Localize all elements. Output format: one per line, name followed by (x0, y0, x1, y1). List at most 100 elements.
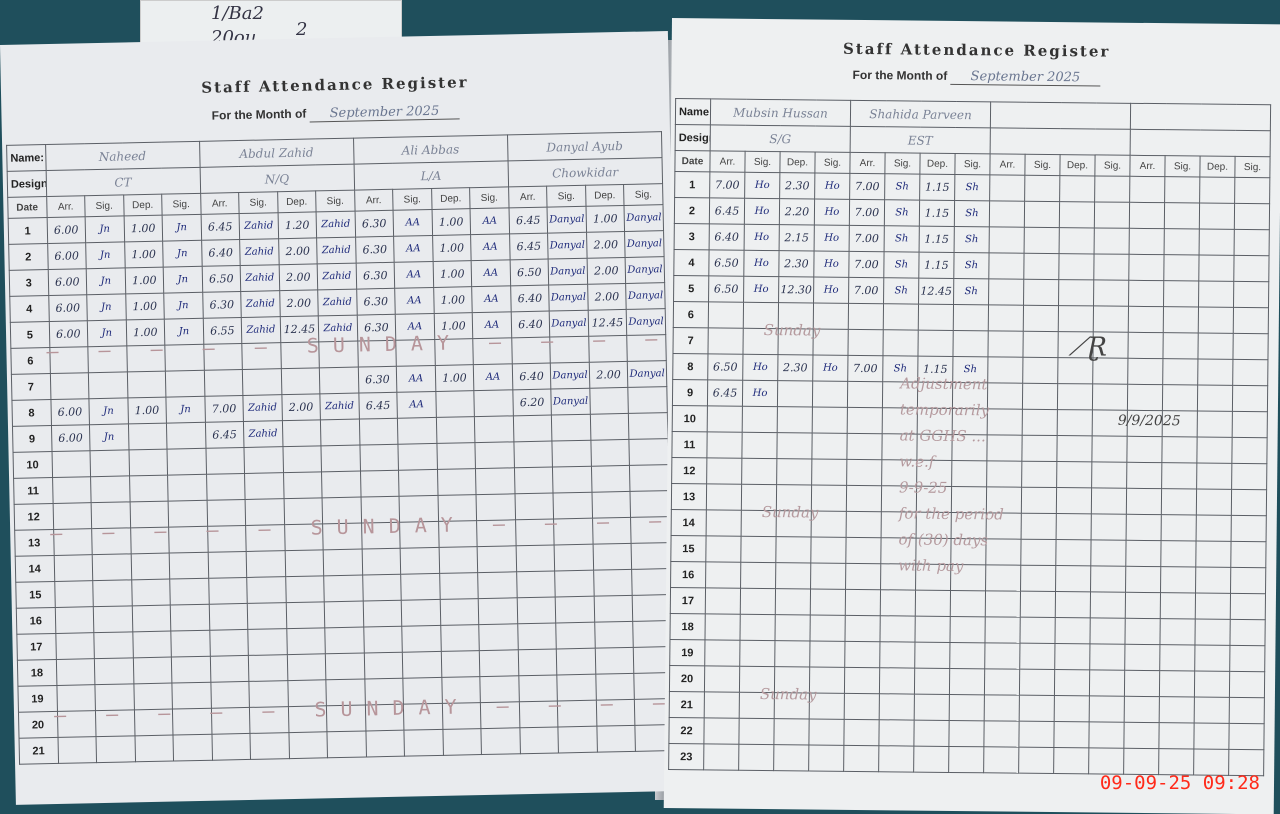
signature-cell (949, 694, 985, 721)
signature-cell: Jn (86, 293, 126, 321)
signature-cell (879, 615, 916, 643)
note-line: with pay (898, 556, 964, 576)
time-cell (1056, 487, 1092, 514)
signature-cell (950, 590, 986, 617)
signature-cell (1090, 539, 1127, 567)
time-cell: 2.00 (281, 393, 321, 421)
time-cell (590, 413, 630, 441)
time-cell: 1.00 (433, 286, 473, 314)
staff-name: Danyal Ayub (507, 131, 663, 161)
signature-cell: Danyal (547, 232, 587, 260)
signature-cell (92, 553, 132, 581)
time-cell (1124, 618, 1161, 645)
signature-cell: Danyal (548, 284, 588, 312)
time-cell (1129, 228, 1165, 255)
time-cell (1057, 409, 1093, 436)
time-cell (1194, 619, 1231, 646)
month-label: For the Month of (211, 106, 307, 123)
signature-cell (1022, 357, 1058, 384)
signature-cell (1089, 617, 1126, 645)
staff-designation: CT (45, 167, 201, 197)
signature-cell: AA (470, 233, 510, 261)
signature-cell: Ho (744, 198, 780, 225)
signature-cell: Danyal (550, 362, 590, 390)
time-cell (989, 174, 1025, 202)
signature-cell: AA (396, 365, 436, 393)
time-cell: 2.15 (779, 224, 815, 252)
time-cell (361, 548, 401, 576)
signature-cell: Sh (884, 199, 920, 227)
date-cell: 8 (672, 353, 708, 380)
time-cell (285, 601, 325, 629)
time-cell: 7.00 (849, 225, 885, 252)
time-cell (514, 467, 554, 494)
signature-cell (552, 466, 592, 494)
column-header: Arr. (709, 150, 746, 173)
time-cell (517, 648, 558, 676)
staff-designation: Chowkidar (507, 157, 663, 187)
time-cell: 1.00 (125, 293, 165, 320)
column-header: Dep. (431, 187, 471, 210)
signature-cell (1163, 280, 1199, 308)
signature-cell (475, 441, 515, 469)
time-cell: 12.45 (918, 278, 954, 305)
time-cell (436, 442, 476, 470)
signature-cell (1162, 332, 1199, 360)
signature-cell (555, 622, 595, 649)
signature-cell (474, 415, 514, 443)
signature-cell (1093, 279, 1129, 307)
time-cell (1197, 385, 1233, 412)
staff-name: Naheed (45, 141, 200, 171)
time-cell: 12.30 (778, 276, 814, 303)
time-cell (1054, 669, 1090, 696)
time-cell (1124, 644, 1160, 671)
signature-cell (738, 744, 774, 771)
signature-cell (477, 545, 517, 573)
signature-cell (474, 389, 514, 417)
signature-cell (169, 578, 209, 606)
signature-cell (1092, 383, 1128, 411)
time-cell: 6.50 (708, 249, 745, 277)
time-cell (1195, 593, 1231, 620)
time-cell (847, 329, 884, 356)
time-cell: 6.00 (50, 424, 91, 452)
time-cell (984, 668, 1020, 696)
time-cell (1058, 305, 1094, 332)
signature-cell: AA (471, 259, 511, 287)
signature-cell (629, 464, 669, 492)
signature-cell (808, 744, 844, 772)
signature-cell: Zahid (240, 264, 280, 292)
signature-cell (740, 588, 776, 615)
time-cell: 2.00 (587, 283, 627, 311)
signature-cell (1231, 463, 1267, 490)
time-cell (776, 458, 812, 485)
signature-cell (478, 597, 518, 625)
signature-cell (1093, 305, 1129, 333)
signature-cell (1161, 462, 1197, 490)
column-header: Dep. (585, 184, 625, 207)
signature-cell (810, 562, 846, 590)
date-cell: 6 (10, 347, 50, 375)
signature-cell (811, 458, 847, 486)
signature-cell: AA (394, 287, 434, 315)
time-cell (777, 406, 813, 433)
signature-cell: Danyal (547, 206, 587, 234)
signature-cell (250, 732, 290, 760)
time-cell: 7.00 (709, 171, 745, 199)
signature-cell (1024, 175, 1060, 202)
designation-label: Designation: (7, 170, 47, 198)
signature-cell (1164, 176, 1200, 204)
signature-cell (1231, 437, 1268, 464)
time-cell (1195, 567, 1231, 594)
time-cell (1056, 461, 1092, 488)
time-cell: 6.40 (709, 223, 745, 251)
signature-cell (94, 657, 134, 685)
signature-cell (321, 445, 361, 472)
time-cell: 7.00 (848, 277, 884, 304)
staff-name: Mubsin Hussan (710, 98, 851, 127)
time-cell: 6.30 (356, 288, 396, 316)
signature-cell (1091, 435, 1128, 463)
time-cell (1058, 253, 1095, 280)
signature-cell: Zahid (316, 211, 356, 238)
time-cell (128, 423, 168, 450)
